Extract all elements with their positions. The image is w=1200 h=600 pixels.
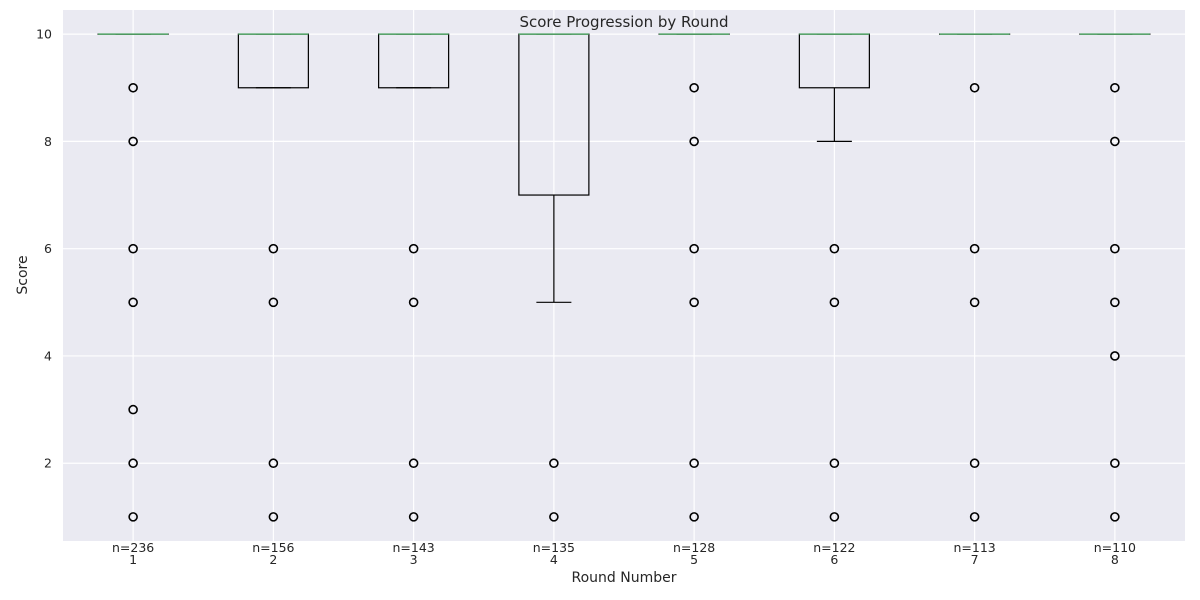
- x-tick-label: 7: [971, 552, 979, 567]
- outlier-point: [689, 458, 699, 469]
- outlier-point: [128, 297, 138, 308]
- outlier-point: [1110, 136, 1120, 147]
- outlier-point: [1110, 243, 1120, 254]
- count-label: n=143: [392, 540, 434, 555]
- count-label: n=135: [533, 540, 575, 555]
- x-tick-label: 8: [1111, 552, 1119, 567]
- box-round-5: [658, 33, 730, 522]
- outlier-point: [689, 82, 699, 93]
- y-tick-labels: 2 4 6 8 10: [36, 27, 52, 471]
- y-tick-label: 2: [44, 456, 52, 471]
- outlier-point: [268, 458, 279, 469]
- y-tick-label: 8: [44, 134, 52, 149]
- box-round-3: [378, 33, 450, 522]
- outlier-point: [969, 512, 980, 522]
- outlier-point: [969, 82, 980, 93]
- outlier-point: [128, 82, 138, 93]
- x-tick-label: 2: [269, 552, 277, 567]
- plot-area: [63, 10, 1185, 541]
- outlier-point: [829, 243, 840, 254]
- box-round-1: [97, 33, 169, 522]
- count-label: n=122: [813, 540, 855, 555]
- outlier-point: [128, 136, 138, 147]
- outlier-point: [408, 297, 419, 308]
- x-axis-label: Round Number: [572, 570, 677, 586]
- outlier-point: [829, 458, 840, 469]
- y-tick-label: 6: [44, 241, 52, 256]
- count-label: n=128: [673, 540, 715, 555]
- outlier-point: [1110, 458, 1120, 469]
- x-tick-label: 6: [830, 552, 838, 567]
- count-label: n=113: [953, 540, 995, 555]
- outlier-point: [408, 243, 419, 254]
- box-round-8: [1079, 33, 1151, 522]
- boxes: [97, 33, 1151, 522]
- outlier-point: [549, 458, 559, 469]
- box-round-6: [798, 33, 870, 522]
- outlier-point: [128, 458, 138, 469]
- outlier-point: [969, 243, 980, 254]
- outlier-point: [689, 512, 699, 522]
- outlier-point: [1110, 82, 1120, 93]
- box-round-4: [518, 33, 590, 522]
- outlier-point: [969, 297, 980, 308]
- outlier-point: [1110, 351, 1120, 361]
- outlier-point: [128, 512, 138, 522]
- outlier-point: [268, 512, 279, 522]
- x-tick-label: 1: [129, 552, 137, 567]
- x-tick-label: 4: [550, 552, 558, 567]
- outlier-point: [128, 243, 138, 254]
- y-axis-label: Score: [15, 255, 31, 294]
- y-tick-label: 10: [36, 27, 52, 42]
- outlier-point: [268, 297, 279, 308]
- outlier-point: [408, 512, 419, 522]
- chart-title: Score Progression by Round: [519, 13, 728, 31]
- outlier-point: [1110, 512, 1120, 522]
- outlier-point: [969, 458, 980, 469]
- outlier-point: [549, 512, 559, 522]
- count-label: n=156: [252, 540, 294, 555]
- outlier-point: [689, 297, 699, 308]
- box-round-2: [237, 33, 309, 522]
- x-tick-label: 5: [690, 552, 698, 567]
- y-tick-label: 4: [44, 348, 52, 363]
- count-label: n=110: [1094, 540, 1136, 555]
- x-tick-label: 3: [410, 552, 418, 567]
- outlier-point: [1110, 297, 1120, 308]
- outlier-point: [128, 404, 138, 415]
- box-round-7: [939, 33, 1011, 522]
- outlier-point: [829, 297, 840, 308]
- outlier-point: [268, 243, 279, 254]
- outlier-point: [689, 136, 699, 147]
- outlier-point: [689, 243, 699, 254]
- outlier-point: [408, 458, 419, 469]
- outlier-point: [829, 512, 840, 522]
- count-label: n=236: [112, 540, 154, 555]
